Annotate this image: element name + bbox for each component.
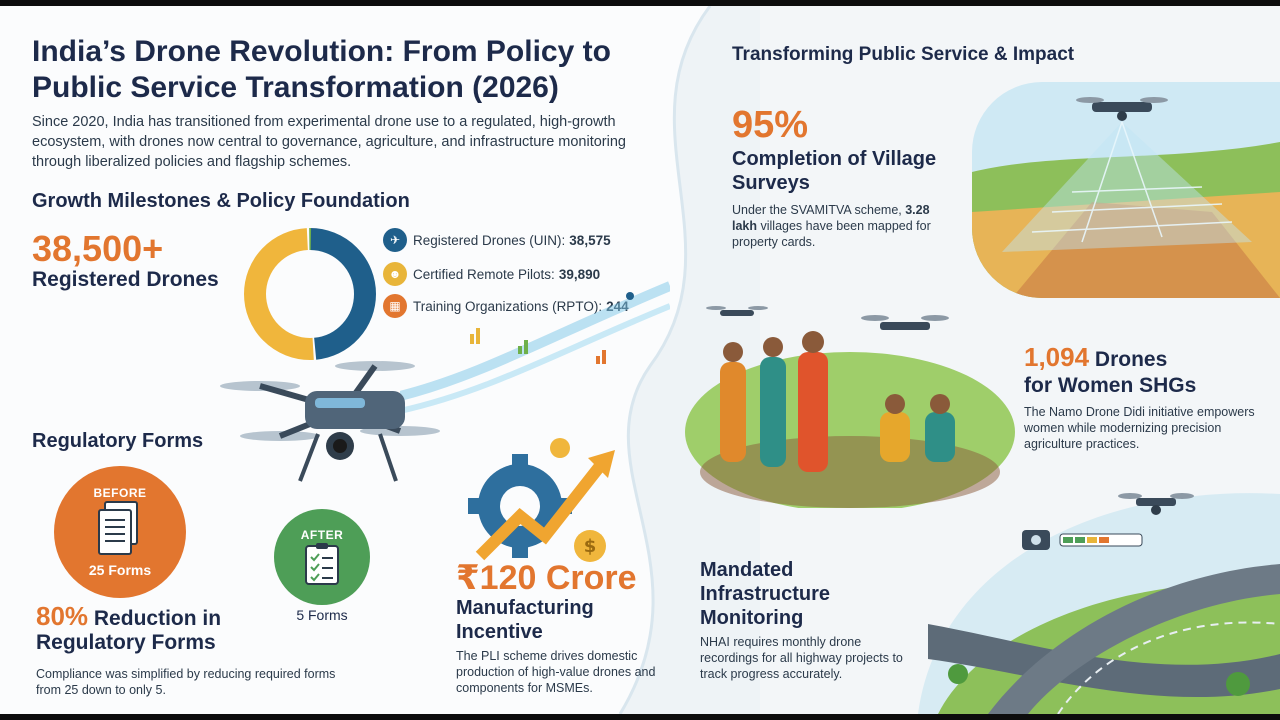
drone-illustration xyxy=(220,361,440,482)
highway-monitoring-illustration xyxy=(918,493,1280,714)
stat-value: 39,890 xyxy=(558,266,601,282)
pilot-icon: ☻ xyxy=(383,262,407,286)
svg-text:$: $ xyxy=(584,536,597,557)
survey-percent: 95% xyxy=(732,104,809,146)
stat-value: 38,575 xyxy=(569,232,611,248)
stat-remote-pilots: ☻ Certified Remote Pilots: 39,890 xyxy=(383,261,600,287)
after-count: 5 Forms xyxy=(296,607,348,623)
shg-description: The Namo Drone Didi initiative empowers … xyxy=(1024,405,1255,451)
bottom-border xyxy=(0,714,1280,720)
registered-drones-number: 38,500+ xyxy=(32,228,164,269)
checklist-icon xyxy=(305,543,339,585)
before-forms-badge: BEFORE 25 Forms xyxy=(54,466,186,598)
registration-donut-chart xyxy=(244,228,376,360)
village-survey-illustration xyxy=(972,82,1280,298)
impact-heading: Transforming Public Service & Impact xyxy=(732,44,1075,65)
survey-description: Under the SVAMITVA scheme, 3.28 lakh vil… xyxy=(732,203,931,249)
shg-label-2: for Women SHGs xyxy=(1024,374,1197,397)
shg-heading: 1,094 Drones for Women SHGs xyxy=(1024,344,1264,399)
incentive-description: The PLI scheme drives domestic productio… xyxy=(456,649,656,695)
after-caption: AFTER xyxy=(300,528,344,542)
before-caption: BEFORE xyxy=(93,486,147,500)
data-streaks-illustration xyxy=(400,281,670,414)
growth-heading: Growth Milestones & Policy Foundation xyxy=(32,190,410,212)
reduction-percent: 80% xyxy=(36,601,89,631)
donut-segment-1 xyxy=(244,228,376,360)
intro-text: Since 2020, India has transitioned from … xyxy=(32,114,626,170)
stat-label: Registered Drones (UIN): xyxy=(413,232,566,248)
stat-label: Training Organizations (RPTO): xyxy=(413,298,603,314)
shg-number: 1,094 xyxy=(1024,342,1090,372)
survey-label: Completion of Village Surveys xyxy=(732,148,937,194)
donut-segment-2 xyxy=(244,228,376,360)
decorative-wave xyxy=(618,6,760,714)
drone-icon: ✈ xyxy=(383,228,407,252)
infrastructure-description: NHAI requires monthly drone recordings f… xyxy=(700,635,903,681)
building-icon: ▦ xyxy=(383,294,407,318)
regulatory-heading: Regulatory Forms xyxy=(32,430,204,452)
reduction-label: Reduction in Regulatory Forms xyxy=(36,607,222,654)
incentive-label: Manufacturing Incentive xyxy=(456,597,594,643)
women-shg-illustration xyxy=(685,306,1015,508)
reduction-heading: 80% Reduction in Regulatory Forms xyxy=(36,601,336,655)
incentive-amount: ₹120 Crore xyxy=(456,559,637,597)
shg-label-1: Drones xyxy=(1094,348,1168,371)
infographic: India’s Drone Revolution: From Policy to… xyxy=(0,6,1280,714)
stat-registered-drones: ✈ Registered Drones (UIN): 38,575 xyxy=(383,227,611,253)
infrastructure-heading: Mandated Infrastructure Monitoring xyxy=(700,559,831,629)
stat-label: Certified Remote Pilots: xyxy=(413,266,555,282)
page-title: India’s Drone Revolution: From Policy to… xyxy=(32,35,611,104)
documents-icon xyxy=(98,501,138,555)
reduction-description: Compliance was simplified by reducing re… xyxy=(36,667,336,697)
registered-drones-label: Registered Drones xyxy=(32,268,219,291)
after-forms-badge: AFTER xyxy=(274,509,370,605)
gear-growth-illustration: $ xyxy=(468,438,615,562)
top-border xyxy=(0,0,1280,6)
before-count: 25 Forms xyxy=(88,562,152,578)
